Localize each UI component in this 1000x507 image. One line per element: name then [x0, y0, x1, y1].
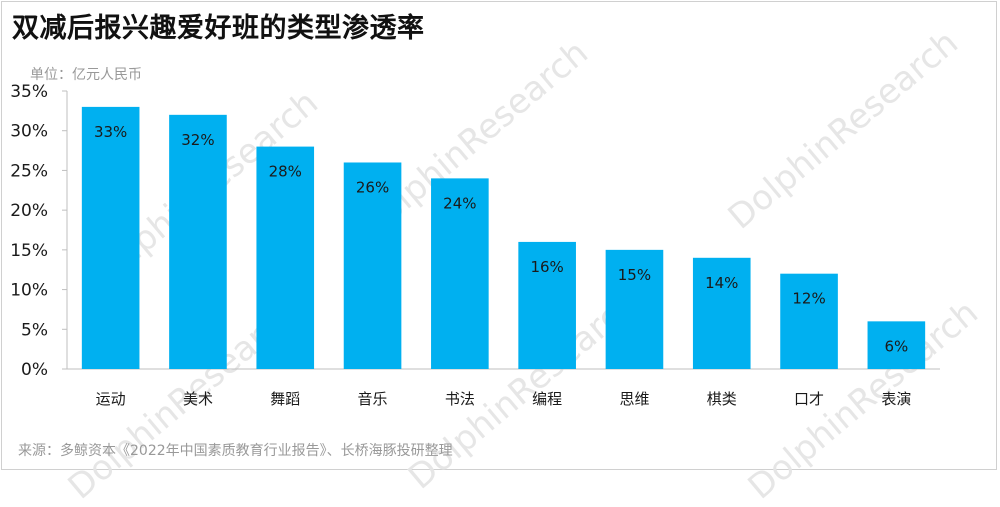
bar [605, 249, 664, 369]
bar [81, 106, 140, 369]
y-tick-label: 5% [21, 320, 48, 340]
bar [431, 178, 489, 369]
bar [692, 257, 751, 369]
chart-title: 双减后报兴趣爱好班的类型渗透率 [12, 13, 425, 44]
bar [256, 146, 315, 369]
bar-chart: 0% 5% 10% 15% 20% 25% 30% 35% 33% 运动 32% 美术 28% 舞蹈 26%… [10, 82, 940, 408]
y-tick-label: 20% [10, 201, 48, 221]
data-label: 16% [530, 258, 563, 276]
y-tick-label: 10% [10, 281, 48, 301]
data-label: 33% [94, 123, 127, 141]
y-tick-label: 25% [10, 161, 48, 181]
data-label: 14% [705, 274, 738, 292]
category-label: 音乐 [358, 390, 388, 408]
y-tick-label: 30% [10, 122, 48, 142]
category-label: 编程 [532, 390, 562, 408]
bar [169, 114, 227, 369]
category-label: 思维 [619, 390, 649, 408]
chart-frame [1, 1, 997, 470]
category-label: 书法 [445, 390, 475, 408]
y-tick-label: 15% [10, 241, 48, 261]
data-label: 6% [884, 337, 908, 355]
bar [867, 321, 926, 369]
y-tick-label: 35% [10, 82, 48, 102]
bar [780, 273, 838, 369]
bar [343, 162, 402, 369]
y-tick-label: 0% [21, 360, 48, 380]
data-label: 32% [181, 131, 214, 149]
category-label: 美术 [183, 390, 213, 408]
category-label: 表演 [881, 390, 911, 408]
data-label: 12% [792, 290, 825, 308]
unit-label: 单位：亿元人民币 [30, 67, 142, 83]
source-note: 来源：多鲸资本《2022年中国素质教育行业报告》、长桥海豚投研整理 [18, 443, 453, 459]
category-label: 运动 [96, 390, 126, 408]
data-label: 24% [443, 194, 476, 212]
category-label: 棋类 [707, 390, 737, 408]
category-label: 口才 [794, 390, 824, 408]
data-label: 26% [356, 178, 389, 196]
category-label: 舞蹈 [270, 390, 300, 408]
data-label: 15% [618, 266, 651, 284]
data-label: 28% [269, 163, 302, 181]
bar [518, 241, 576, 369]
